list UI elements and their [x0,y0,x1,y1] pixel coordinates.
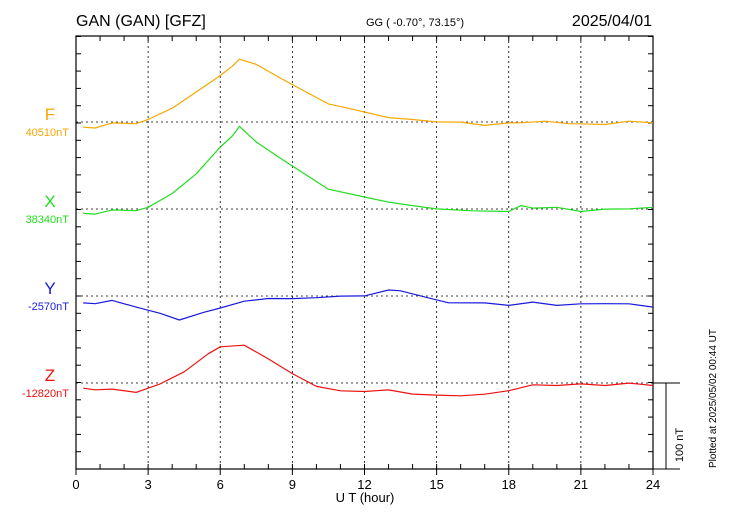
x-tick-label: 6 [217,477,224,492]
x-tick-label: 24 [646,477,660,492]
x-tick-label: 9 [289,477,296,492]
x-tick-label: 3 [145,477,152,492]
baseline-value-f: 40510nT [26,127,70,139]
date-label: 2025/04/01 [572,13,652,30]
component-label-f: F [45,105,55,124]
series-line-y [83,289,654,321]
x-tick-label: 12 [357,477,371,492]
series-line-f [83,58,654,129]
component-label-z: Z [45,366,55,385]
x-axis-label: U T (hour) [336,490,395,505]
plotted-timestamp: Plotted at 2025/05/02 00:44 UT [708,329,719,468]
baseline-value-y: -2570nT [28,301,69,313]
x-tick-label: 18 [502,477,516,492]
baseline-value-x: 38340nT [26,214,70,226]
series-line-x [83,125,654,215]
component-label-y: Y [44,279,55,298]
component-label-x: X [44,192,55,211]
baseline-value-z: -12820nT [22,388,69,400]
x-tick-label: 15 [429,477,443,492]
geo-coords: GG ( -0.70°, 73.15°) [366,17,464,29]
x-tick-label: 21 [574,477,588,492]
series-line-z [83,344,654,397]
scale-bar-label: 100 nT [674,428,686,463]
station-title: GAN (GAN) [GFZ] [76,13,206,30]
x-tick-label: 0 [72,477,79,492]
